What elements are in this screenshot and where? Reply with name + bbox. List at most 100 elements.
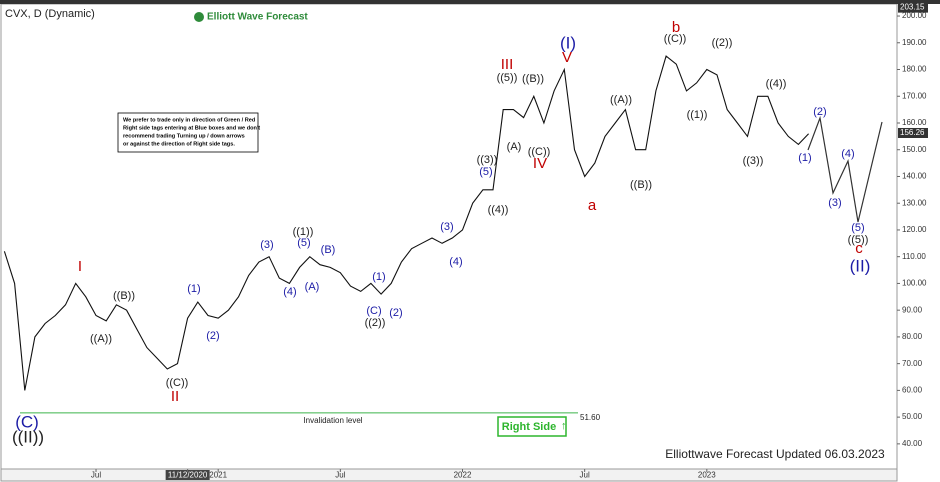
wave-label: ((A)) [610, 94, 632, 106]
y-tick-label: 60.00 [902, 385, 923, 394]
wave-labels: (C) ((II)) I ((A)) ((B)) II ((C)) (1) (2… [12, 19, 870, 447]
arrow: ↑ [561, 420, 567, 432]
wave-label: (4) [449, 256, 462, 268]
projection-path [807, 115, 883, 223]
wave-label: (3) [440, 221, 453, 233]
price-tag-label: 203.15 [900, 3, 925, 12]
date-box [165, 470, 210, 480]
wave-label: (4) [283, 286, 296, 298]
wave-label: (1) [187, 283, 200, 295]
y-tick-label: 110.00 [902, 252, 926, 261]
wave-label: ((B)) [113, 290, 135, 302]
note-line: Right side tags entering at Blue boxes a… [123, 125, 260, 131]
wave-label: (4) [841, 148, 854, 160]
x-tick-label: 11/12/2020 [168, 471, 208, 480]
wave-label: (A) [305, 281, 320, 293]
right-side: Right Side [502, 421, 556, 433]
wave-label: (2) [389, 307, 402, 319]
wave-label: ((C)) [664, 33, 687, 45]
wave-label: (3) [260, 239, 273, 251]
y-tick-label: 150.00 [902, 145, 927, 154]
wave-label: IV [533, 155, 547, 172]
invalidation-label: Invalidation level [303, 416, 362, 425]
footer: Elliottwave Forecast Updated 06.03.2023 [665, 447, 885, 461]
y-tick-label: 50.00 [902, 412, 923, 421]
note-line: We prefer to trade only in direction of … [123, 117, 256, 123]
wave-label: (5) [297, 237, 310, 249]
wave-label: ((3)) [743, 155, 764, 167]
wave-label: III [501, 56, 514, 73]
logo-icon [194, 12, 204, 22]
y-tick-label: 90.00 [902, 305, 923, 314]
wave-label: (I) [560, 33, 576, 52]
y-tick-label: 120.00 [902, 225, 927, 234]
wave-label: ((1)) [687, 109, 708, 121]
price-line [3, 55, 809, 391]
wave-label: ((1)) [293, 226, 314, 238]
wave-label: ((5)) [497, 72, 518, 84]
wave-label: ((B)) [522, 73, 544, 85]
wave-label: ((4)) [766, 78, 787, 90]
wave-label: ((2)) [712, 37, 733, 49]
wave-label: ((3)) [477, 154, 498, 166]
x-tick-label: 2023 [698, 471, 716, 480]
wave-label: (3) [828, 197, 841, 209]
y-tick-label: 130.00 [902, 198, 927, 207]
wave-label: II [171, 388, 179, 405]
price-tag [898, 2, 928, 13]
wave-label: V [562, 49, 572, 66]
wave-label: ((C)) [528, 146, 551, 158]
wave-label: ((5)) [848, 234, 869, 246]
price-tag-label: 156.26 [900, 128, 925, 137]
wave-label: (2) [813, 106, 826, 118]
wave-label: b [672, 19, 680, 36]
top-bar [0, 0, 940, 4]
note-line: recommend trading Turning up / down arro… [123, 133, 245, 139]
y-tick-label: 200.00 [902, 11, 927, 20]
y-tick-label: 170.00 [902, 91, 927, 100]
x-tick-label: Jul [91, 471, 101, 480]
y-tick-label: 190.00 [902, 38, 927, 47]
x-tick-label: Jul [580, 471, 590, 480]
wave-label: c [855, 240, 863, 257]
note-line: or against the direction of Right side t… [123, 141, 235, 147]
price-tag [898, 127, 928, 138]
wave-label: ((C)) [166, 377, 189, 389]
wave-label: (B) [321, 244, 336, 256]
y-tick-label: 140.00 [902, 172, 927, 181]
wave-label: (A) [507, 141, 522, 153]
logo: Elliott Wave Forecast [207, 12, 308, 23]
right-side-box [497, 416, 567, 437]
x-axis-band [0, 468, 898, 482]
y-tick-label: 80.00 [902, 332, 923, 341]
note-box [117, 112, 259, 153]
wave-label: (2) [206, 330, 219, 342]
y-tick-label: 180.00 [902, 65, 927, 74]
wave-label: ((2)) [365, 317, 386, 329]
wave-label: (C) [15, 412, 39, 431]
wave-label: I [78, 258, 82, 275]
y-tick-label: 100.00 [902, 279, 927, 288]
wave-label: a [588, 197, 597, 214]
symbol: CVX, D (Dynamic) [5, 8, 95, 20]
y-tick-label: 70.00 [902, 359, 923, 368]
wave-label: (5) [851, 222, 864, 234]
x-tick-label: 2022 [454, 471, 472, 480]
wave-label: ((B)) [630, 179, 652, 191]
wave-label: ((4)) [488, 204, 509, 216]
wave-label: ((A)) [90, 333, 112, 345]
x-tick-label: 2021 [209, 471, 227, 480]
wave-label: (1) [798, 152, 811, 164]
wave-label: (C) [366, 305, 381, 317]
invalidation-value: 51.60 [580, 413, 601, 422]
plot-frame [0, 3, 898, 470]
wave-label: (5) [479, 166, 492, 178]
y-tick-label: 40.00 [902, 439, 923, 448]
wave-label: (1) [372, 271, 385, 283]
wave-label: ((II)) [12, 427, 44, 446]
y-tick-label: 160.00 [902, 118, 927, 127]
x-tick-label: Jul [335, 471, 345, 480]
wave-label: (II) [850, 256, 871, 275]
